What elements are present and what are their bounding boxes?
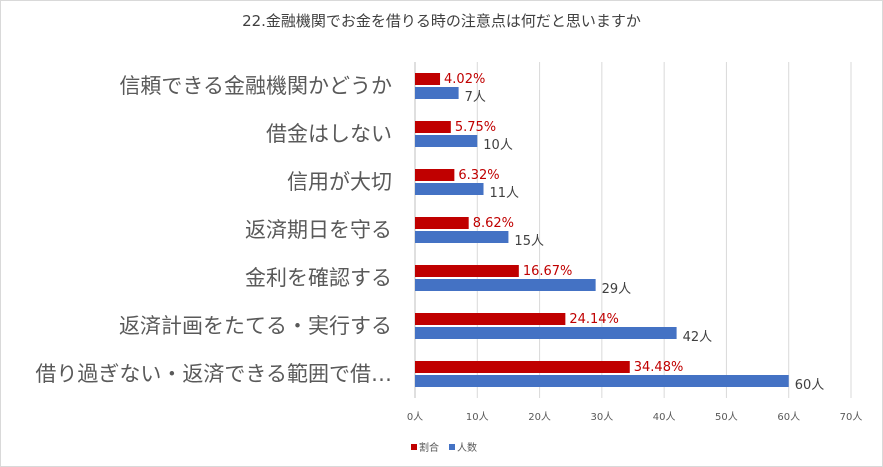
category-label: 返済計画をたてる・実行する <box>119 314 392 338</box>
percentage-data-label: 24.14% <box>569 312 619 327</box>
x-tick-label: 20人 <box>528 411 551 423</box>
category-label: 返済期日を守る <box>245 218 392 242</box>
x-tick-label: 60人 <box>777 411 800 423</box>
percentage-data-label: 16.67% <box>523 264 573 279</box>
count-bar <box>415 135 478 147</box>
count-data-label: 29人 <box>602 282 632 297</box>
percentage-bar <box>415 121 451 133</box>
percentage-data-label: 8.62% <box>473 216 514 231</box>
x-tick-label: 70人 <box>840 411 863 423</box>
x-tick-label: 30人 <box>590 411 613 423</box>
x-tick-label: 50人 <box>715 411 738 423</box>
x-tick-label: 0人 <box>407 411 423 423</box>
chart-title: 22.金融機関でお金を借りる時の注意点は何だと思いますか <box>242 12 641 30</box>
category-label: 借金はしない <box>266 122 392 146</box>
percentage-bar <box>415 361 630 373</box>
count-bar <box>415 183 484 195</box>
count-bar <box>415 375 789 387</box>
count-data-label: 42人 <box>683 330 713 345</box>
percentage-data-label: 5.75% <box>455 120 496 135</box>
percentage-bar <box>415 217 469 229</box>
category-label: 信用が大切 <box>287 170 392 194</box>
category-label: 信頼できる金融機関かどうか <box>119 74 392 98</box>
count-data-label: 7人 <box>465 90 486 105</box>
percentage-data-label: 4.02% <box>444 72 485 87</box>
count-bar <box>415 327 677 339</box>
count-data-label: 11人 <box>490 186 520 201</box>
x-tick-label: 10人 <box>466 411 489 423</box>
count-data-label: 60人 <box>795 378 825 393</box>
count-bar <box>415 279 596 291</box>
percentage-bar <box>415 265 519 277</box>
legend-label: 割合 <box>419 441 439 454</box>
percentage-bar <box>415 169 455 181</box>
percentage-data-label: 34.48% <box>634 360 684 375</box>
x-tick-label: 40人 <box>653 411 676 423</box>
category-label: 金利を確認する <box>245 266 392 290</box>
percentage-bar <box>415 73 441 85</box>
legend-swatch <box>449 444 455 450</box>
count-bar <box>415 231 509 243</box>
count-data-label: 10人 <box>483 138 513 153</box>
count-bar <box>415 87 459 99</box>
count-data-label: 15人 <box>514 234 544 249</box>
category-label: 借り過ぎない・返済できる範囲で借… <box>35 362 392 386</box>
legend-swatch <box>411 444 417 450</box>
legend-label: 人数 <box>457 441 477 454</box>
percentage-bar <box>415 313 566 325</box>
percentage-data-label: 6.32% <box>458 168 499 183</box>
